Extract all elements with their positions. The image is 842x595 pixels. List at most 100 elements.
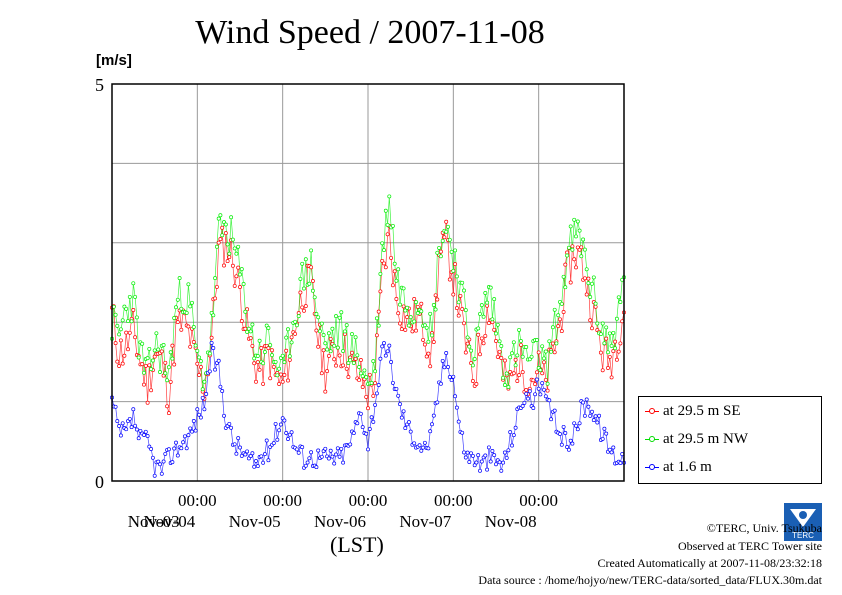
plot-frame	[111, 83, 625, 482]
data-point	[415, 311, 420, 316]
data-point	[570, 244, 575, 249]
data-point	[419, 448, 424, 453]
data-point	[234, 251, 239, 256]
data-point	[403, 327, 408, 332]
data-point	[182, 434, 187, 439]
data-point	[200, 387, 205, 392]
data-point	[214, 284, 219, 289]
data-point	[389, 360, 394, 364]
data-point	[533, 382, 538, 387]
data-point	[559, 442, 564, 447]
data-point	[213, 296, 218, 301]
data-point	[586, 281, 591, 286]
data-point	[492, 297, 497, 302]
data-point	[118, 338, 123, 343]
data-point	[188, 344, 193, 349]
data-point	[415, 304, 420, 309]
data-point	[200, 395, 205, 400]
data-point	[412, 319, 417, 324]
data-point	[170, 460, 175, 465]
data-point	[371, 419, 376, 424]
data-point	[451, 268, 456, 273]
data-point	[467, 344, 472, 349]
data-point	[529, 354, 534, 359]
data-point	[561, 310, 566, 314]
data-point	[470, 453, 475, 458]
data-point	[586, 276, 591, 281]
data-point	[127, 330, 132, 335]
data-point	[307, 456, 312, 461]
data-point	[341, 460, 346, 465]
data-point	[600, 321, 605, 326]
data-point	[453, 248, 458, 253]
data-point	[614, 357, 619, 362]
data-point	[536, 350, 541, 355]
data-point	[191, 325, 196, 329]
data-point	[568, 438, 573, 443]
x-tick-time: 00:00	[349, 491, 388, 510]
data-point	[399, 327, 404, 332]
data-point	[197, 373, 202, 377]
data-point	[252, 361, 257, 366]
data-point	[497, 339, 502, 344]
data-point	[342, 329, 347, 334]
data-point	[172, 362, 177, 367]
data-point	[405, 305, 410, 310]
data-point	[236, 436, 241, 441]
data-point	[350, 332, 354, 337]
data-point	[401, 409, 406, 414]
data-point	[298, 276, 303, 281]
x-tick-time: 00:00	[519, 491, 558, 510]
legend-label-se: at 29.5 m SE	[663, 403, 741, 419]
data-point	[483, 333, 488, 338]
data-point	[294, 447, 299, 452]
data-point	[255, 464, 260, 469]
data-point	[373, 369, 378, 374]
data-point	[214, 244, 219, 249]
data-point	[398, 321, 402, 326]
data-point	[218, 213, 223, 218]
data-point	[502, 450, 507, 455]
data-point	[316, 315, 321, 320]
data-point	[353, 335, 358, 340]
data-point	[403, 426, 408, 431]
data-point	[255, 354, 260, 358]
data-point	[476, 453, 481, 458]
data-point	[296, 314, 301, 319]
data-point	[296, 450, 301, 455]
data-point	[604, 431, 609, 436]
grid-lines	[112, 84, 624, 481]
data-point	[479, 336, 484, 341]
data-point	[575, 427, 580, 432]
data-point	[566, 447, 571, 452]
data-point	[115, 359, 120, 364]
data-point	[250, 343, 255, 348]
data-point	[174, 440, 178, 445]
data-point	[417, 443, 422, 448]
data-point	[565, 253, 570, 258]
data-point	[170, 343, 175, 348]
data-point	[229, 215, 234, 220]
data-point	[510, 443, 514, 448]
data-point	[563, 262, 568, 267]
data-point	[131, 308, 136, 312]
data-point	[408, 429, 413, 434]
data-point	[302, 286, 306, 291]
data-point	[287, 357, 292, 362]
data-point	[220, 233, 225, 238]
data-point	[440, 238, 445, 243]
data-point	[193, 428, 198, 433]
data-point	[582, 276, 587, 281]
data-point	[508, 355, 513, 360]
data-point	[120, 421, 125, 426]
data-point	[195, 361, 200, 366]
data-point	[321, 333, 326, 337]
x-tick-date: Nov-05	[229, 512, 281, 531]
data-point	[582, 247, 587, 252]
data-point	[366, 406, 370, 411]
data-point	[511, 371, 516, 376]
data-point	[526, 396, 530, 401]
data-point	[321, 348, 326, 353]
data-point	[190, 300, 194, 305]
data-point	[163, 371, 168, 376]
